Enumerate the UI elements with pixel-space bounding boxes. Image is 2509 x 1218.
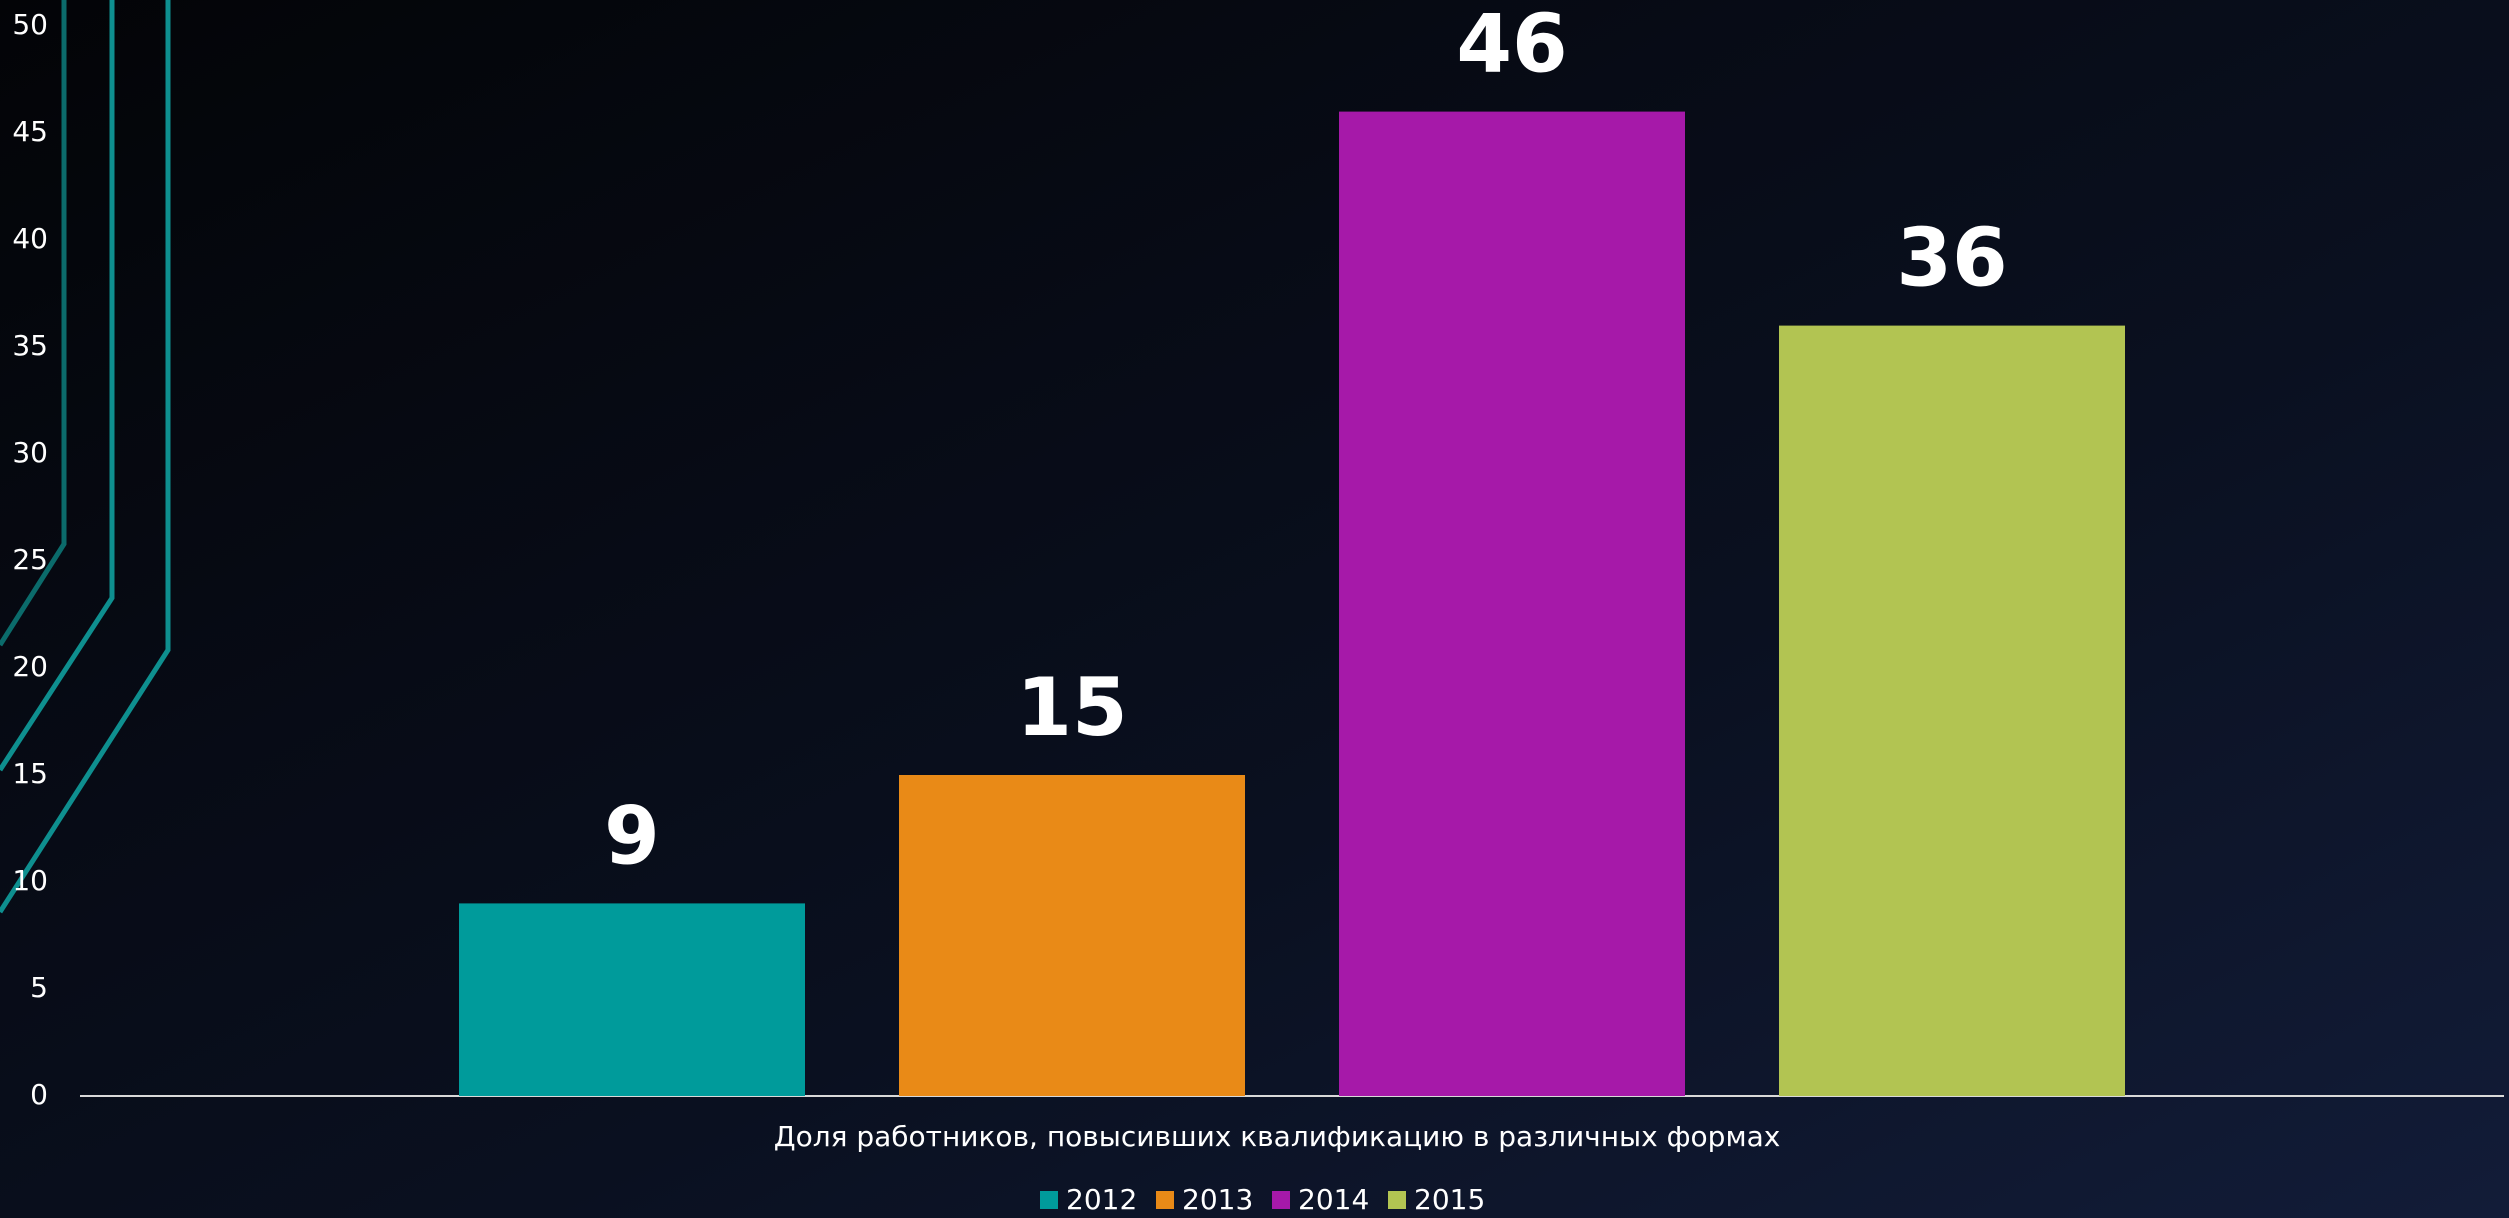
value-label: 15 <box>1016 661 1127 754</box>
bar <box>1779 325 2125 1097</box>
legend-label: 2013 <box>1182 1183 1253 1216</box>
y-tick-label: 50 <box>12 8 48 41</box>
y-tick-label: 45 <box>12 115 48 148</box>
legend-swatch <box>1388 1191 1406 1209</box>
legend-swatch <box>1156 1191 1174 1209</box>
legend-swatch <box>1272 1191 1290 1209</box>
legend-label: 2015 <box>1414 1183 1485 1216</box>
value-label: 46 <box>1456 0 1567 91</box>
legend-label: 2012 <box>1066 1183 1137 1216</box>
value-label: 36 <box>1896 212 2007 305</box>
bar <box>459 903 805 1096</box>
y-tick-label: 10 <box>12 864 48 897</box>
y-tick-label: 15 <box>12 757 48 790</box>
y-tick-label: 35 <box>12 329 48 362</box>
y-tick-label: 20 <box>12 650 48 683</box>
value-label: 9 <box>604 789 660 882</box>
y-tick-label: 5 <box>30 971 48 1004</box>
legend-label: 2014 <box>1298 1183 1369 1216</box>
legend-swatch <box>1040 1191 1058 1209</box>
y-tick-label: 0 <box>30 1078 48 1111</box>
y-tick-label: 30 <box>12 436 48 469</box>
bar <box>899 775 1245 1096</box>
y-tick-label: 25 <box>12 543 48 576</box>
x-tick-label: Доля работников, повысивших квалификацию… <box>774 1120 1781 1153</box>
y-tick-label: 40 <box>12 222 48 255</box>
decoration <box>0 0 171 914</box>
bar <box>1339 111 1685 1097</box>
